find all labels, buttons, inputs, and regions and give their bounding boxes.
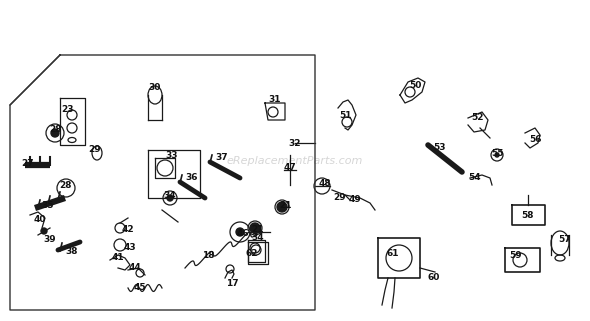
Text: 34: 34 [163,190,176,199]
Text: 38: 38 [65,247,78,256]
Text: 28: 28 [59,180,71,189]
Text: 55: 55 [491,149,503,158]
Circle shape [167,195,173,201]
Text: 49: 49 [349,195,361,204]
Text: 18: 18 [202,250,214,259]
Text: 29: 29 [88,145,101,154]
Text: 60: 60 [428,273,440,282]
Text: 42: 42 [122,225,135,235]
Text: 43: 43 [124,242,136,251]
Circle shape [51,129,59,137]
Text: eReplacementParts.com: eReplacementParts.com [227,155,363,166]
Text: 54: 54 [468,173,481,183]
Text: 61: 61 [387,248,399,257]
Text: 21: 21 [252,225,264,235]
Text: 35: 35 [42,201,54,210]
Text: 29: 29 [334,193,346,202]
Text: 33: 33 [166,151,178,160]
Text: 50: 50 [409,81,421,90]
Text: 30: 30 [149,83,161,92]
Text: 52: 52 [472,114,484,123]
Text: 31: 31 [269,96,281,105]
Text: 28: 28 [49,126,61,134]
Text: 37: 37 [216,153,228,162]
Text: 36: 36 [186,173,198,183]
Text: 17: 17 [226,280,238,289]
Text: 58: 58 [521,211,533,220]
Text: 62: 62 [246,249,258,258]
Text: 44: 44 [129,264,142,273]
Text: 48: 48 [319,178,332,187]
Text: 46: 46 [237,229,250,238]
Text: 23: 23 [62,106,74,115]
Text: 39: 39 [44,236,56,245]
Text: 57: 57 [559,236,571,245]
Circle shape [250,223,260,233]
Text: 45: 45 [134,283,146,292]
Text: 40: 40 [34,215,46,224]
Circle shape [41,228,47,234]
Text: 53: 53 [434,143,446,152]
Text: 59: 59 [510,250,522,259]
Text: 47: 47 [284,163,296,172]
Text: 51: 51 [339,110,351,119]
Text: 41: 41 [112,254,124,263]
Text: 34: 34 [252,232,264,241]
Text: 27: 27 [22,159,34,168]
Circle shape [495,153,499,157]
Circle shape [236,228,244,236]
Text: 56: 56 [529,135,541,144]
Text: 21: 21 [278,201,291,210]
Circle shape [277,202,287,212]
Text: 32: 32 [289,138,301,148]
